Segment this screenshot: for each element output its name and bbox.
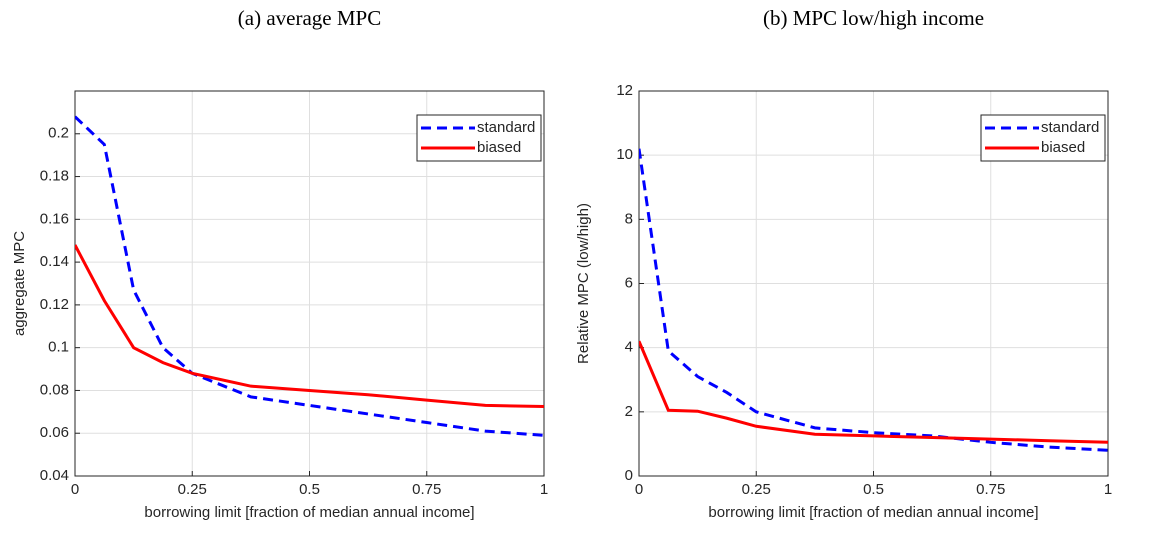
- x-tick-label: 0.75: [976, 481, 1005, 498]
- subplot-title: (a) average MPC: [238, 6, 381, 30]
- y-tick-label: 12: [616, 82, 633, 99]
- series-line: [75, 115, 544, 437]
- subplot: (a) average MPC 0 0.25 0.5 0.75 1 0.04 0.06 0.08…: [11, 6, 548, 521]
- legend-label: standard: [1041, 119, 1099, 136]
- series-line: [639, 148, 1108, 452]
- x-tick-label: 0.25: [742, 481, 771, 498]
- subplot-title: (b) MPC low/high income: [763, 6, 984, 30]
- series-line: [639, 340, 1108, 444]
- axes-box: [74, 90, 545, 477]
- legend: standard biased: [416, 114, 542, 162]
- y-tick-label: 0: [625, 467, 633, 484]
- y-tick-label: 0.1: [48, 339, 69, 356]
- legend-box: [980, 114, 1106, 162]
- y-tick-label: 10: [616, 146, 633, 163]
- y-tick-label: 2: [625, 403, 633, 420]
- y-tick-label: 0.18: [40, 168, 69, 185]
- x-tick-label: 0.5: [863, 481, 884, 498]
- axes-box: [638, 90, 1109, 477]
- y-tick-label: 0.04: [40, 467, 69, 484]
- x-tick-label: 1: [540, 481, 548, 498]
- x-axis-label: borrowing limit [fraction of median annu…: [708, 504, 1038, 521]
- legend-box: [416, 114, 542, 162]
- legend-label: standard: [477, 119, 535, 136]
- y-tick-label: 0.12: [40, 296, 69, 313]
- x-tick-label: 0.25: [178, 481, 207, 498]
- y-tick-label: 0.2: [48, 125, 69, 142]
- legend-label: biased: [477, 139, 521, 156]
- y-axis-label: aggregate MPC: [11, 231, 28, 336]
- y-tick-label: 8: [625, 210, 633, 227]
- y-tick-label: 0.08: [40, 381, 69, 398]
- y-tick-label: 0.14: [40, 253, 69, 270]
- y-tick-label: 6: [625, 274, 633, 291]
- series-line: [75, 244, 544, 408]
- x-tick-label: 1: [1104, 481, 1112, 498]
- legend: standard biased: [980, 114, 1106, 162]
- y-tick-label: 0.06: [40, 424, 69, 441]
- x-axis-label: borrowing limit [fraction of median annu…: [144, 504, 474, 521]
- y-axis-label: Relative MPC (low/high): [575, 203, 592, 364]
- x-tick-label: 0: [635, 481, 643, 498]
- y-tick-label: 0.16: [40, 210, 69, 227]
- x-tick-label: 0: [71, 481, 79, 498]
- legend-label: biased: [1041, 139, 1085, 156]
- x-tick-label: 0.75: [412, 481, 441, 498]
- x-tick-label: 0.5: [299, 481, 320, 498]
- y-tick-label: 4: [625, 339, 633, 356]
